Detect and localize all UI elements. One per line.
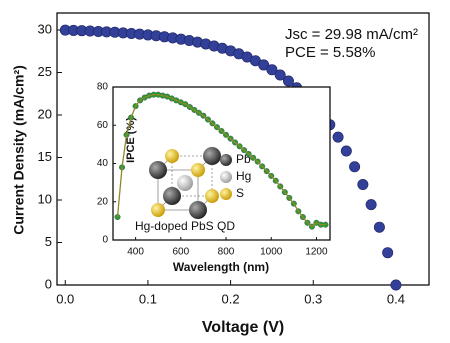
- x-tick-label: 1200: [305, 247, 328, 258]
- y-tick-label: 60: [97, 120, 109, 131]
- y-tick-label: 5: [45, 234, 52, 249]
- y-tick-label: 15: [38, 149, 52, 164]
- x-tick-label: 0.1: [139, 291, 157, 306]
- y-tick-label: 0: [102, 235, 108, 246]
- atom-pb: [203, 147, 221, 165]
- data-point: [332, 131, 344, 143]
- atom-hg: [177, 175, 193, 191]
- diagram-label: S: [236, 186, 244, 200]
- legend-hg: [220, 171, 232, 183]
- data-point: [258, 59, 270, 71]
- data-point: [266, 64, 278, 76]
- atom-s: [205, 189, 219, 203]
- x-tick-label: 0.2: [222, 291, 240, 306]
- data-point: [282, 75, 294, 87]
- y-axis-label: Current Density (mA/cm²): [11, 65, 27, 235]
- x-axis-label: Wavelength (nm): [173, 260, 269, 274]
- diagram-label: Hg: [236, 169, 251, 183]
- x-tick-label: 0.4: [387, 291, 405, 306]
- atom-pb: [163, 187, 181, 205]
- annotation: PCE = 5.58%: [285, 44, 375, 61]
- annotation: Jsc = 29.98 mA/cm²: [285, 26, 418, 43]
- y-tick-label: 20: [97, 196, 109, 207]
- y-tick-label: 0: [45, 276, 52, 291]
- data-point: [365, 199, 377, 211]
- data-point: [373, 221, 385, 233]
- y-tick-label: 10: [38, 191, 52, 206]
- diagram-label: Pb: [236, 152, 251, 166]
- series-line: [116, 94, 326, 228]
- y-tick-label: 40: [97, 158, 109, 169]
- x-axis-label: Voltage (V): [202, 319, 284, 336]
- x-tick-label: 1000: [260, 247, 283, 258]
- legend-s: [220, 188, 232, 200]
- atom-pb: [149, 161, 167, 179]
- y-tick-label: 30: [38, 21, 52, 36]
- atom-s: [165, 149, 179, 163]
- x-tick-label: 0.0: [56, 291, 74, 306]
- y-tick-label: 20: [38, 106, 52, 121]
- data-point: [274, 69, 286, 81]
- data-point: [357, 179, 369, 191]
- data-point: [390, 279, 402, 291]
- data-point: [382, 247, 394, 259]
- atom-s: [191, 163, 205, 177]
- y-axis-label: IPCE (%): [125, 117, 137, 163]
- x-tick-label: 0.3: [304, 291, 322, 306]
- x-tick-label: 400: [127, 247, 144, 258]
- atom-s: [151, 203, 165, 217]
- atom-pb: [189, 201, 207, 219]
- x-tick-label: 600: [172, 247, 189, 258]
- x-tick-label: 800: [218, 247, 235, 258]
- crystal-diagram: [149, 147, 232, 219]
- diagram-caption: Hg-doped PbS QD: [135, 219, 235, 233]
- data-point: [349, 161, 361, 173]
- y-tick-label: 80: [97, 82, 109, 93]
- data-point: [340, 145, 352, 157]
- y-tick-label: 25: [38, 64, 52, 79]
- legend-pb: [220, 154, 232, 166]
